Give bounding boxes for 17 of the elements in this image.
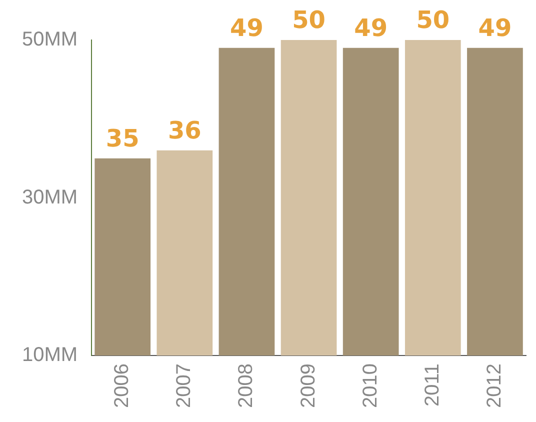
x-tick-label: 2011 (421, 364, 444, 407)
x-tick-label: 2009 (297, 364, 320, 408)
data-label: 49 (478, 14, 512, 42)
data-label: 50 (292, 6, 326, 34)
data-label: 35 (106, 124, 140, 153)
x-tick-label: 2008 (235, 364, 258, 408)
data-label: 49 (230, 14, 264, 42)
data-label: 49 (354, 14, 388, 42)
x-tick-label: 2006 (111, 364, 134, 408)
data-label: 50 (416, 6, 450, 34)
y-tick-label: 10MM (22, 344, 78, 366)
x-tick-label: 2010 (359, 364, 382, 408)
data-label: 36 (168, 116, 202, 145)
y-tick-label: 50MM (22, 28, 78, 51)
y-tick-label: 30MM (22, 186, 78, 208)
x-tick-label: 2012 (483, 364, 506, 408)
x-tick-label: 2007 (173, 364, 196, 408)
